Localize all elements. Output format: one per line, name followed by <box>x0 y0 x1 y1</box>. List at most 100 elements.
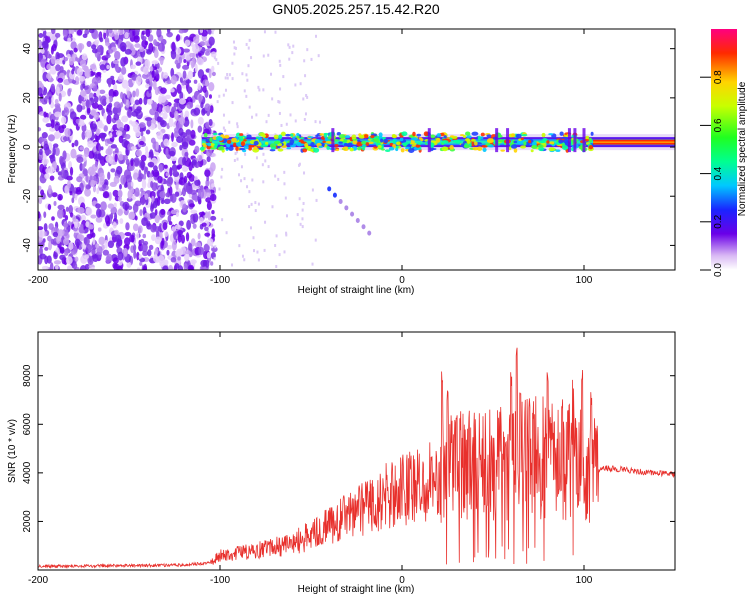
noise-blob <box>210 29 215 32</box>
noise-blob <box>169 167 173 177</box>
signal-blob <box>361 146 366 151</box>
noise-blob <box>149 66 154 72</box>
signal-blob <box>546 140 550 144</box>
noise-blob <box>69 191 73 196</box>
noise-blob <box>92 237 96 246</box>
noise-speck <box>211 245 214 249</box>
spectrogram-ytick-label: 20 <box>22 92 33 104</box>
noise-blob <box>170 209 177 215</box>
signal-blob <box>384 149 391 152</box>
noise-blob <box>38 185 42 191</box>
noise-blob <box>171 132 174 143</box>
noise-blob <box>45 32 53 37</box>
noise-speck <box>302 201 305 205</box>
noise-blob <box>206 238 214 247</box>
noise-blob <box>168 117 174 128</box>
noise-blob <box>209 105 214 114</box>
noise-blob <box>69 111 77 120</box>
noise-blob <box>202 85 207 93</box>
noise-blob <box>186 132 192 142</box>
noise-blob <box>141 217 148 226</box>
noise-blob <box>120 101 124 108</box>
noise-blob <box>125 158 130 166</box>
noise-blob <box>169 186 173 196</box>
noise-speck <box>253 249 256 253</box>
noise-blob <box>105 97 110 104</box>
noise-blob <box>117 258 123 266</box>
signal-blob <box>549 141 555 145</box>
noise-speck <box>224 76 227 80</box>
noise-blob <box>162 71 169 79</box>
signal-blob <box>497 134 503 138</box>
noise-blob <box>71 69 75 75</box>
noise-blob <box>138 97 143 105</box>
signal-blob <box>214 143 218 149</box>
noise-blob <box>123 208 129 216</box>
noise-blob <box>71 79 77 84</box>
noise-speck <box>274 174 277 178</box>
spectrogram-ytick-label: -20 <box>22 189 33 204</box>
signal-blob <box>278 134 283 140</box>
noise-blob <box>174 224 182 230</box>
signal-blob <box>274 141 281 144</box>
noise-speck <box>285 233 288 237</box>
noise-blob <box>113 202 117 209</box>
signal-blob <box>548 147 555 152</box>
signal-blob <box>480 136 484 140</box>
noise-blob <box>117 189 123 197</box>
signal-blob <box>203 132 208 138</box>
signal-blob <box>412 131 416 137</box>
noise-blob <box>127 111 132 118</box>
noise-blob <box>41 132 48 139</box>
signal-blob <box>377 144 382 149</box>
noise-blob <box>130 181 134 187</box>
signal-blob <box>295 135 300 139</box>
noise-blob <box>181 141 189 150</box>
noise-speck <box>301 208 304 212</box>
signal-blob <box>334 143 339 147</box>
noise-blob <box>93 85 98 92</box>
noise-blob <box>96 208 102 218</box>
signal-blob <box>531 144 538 150</box>
noise-blob <box>78 226 84 232</box>
noise-blob <box>87 166 95 176</box>
noise-blob <box>91 48 98 54</box>
signal-blob <box>423 131 429 137</box>
noise-blob <box>209 193 217 202</box>
noise-blob <box>114 153 118 163</box>
noise-speck <box>226 76 229 80</box>
signal-blob <box>373 138 380 143</box>
noise-speck <box>288 57 291 61</box>
noise-blob <box>77 233 83 241</box>
signal-blob <box>415 144 421 148</box>
signal-blob <box>520 145 527 149</box>
noise-blob <box>146 49 152 55</box>
noise-blob <box>191 61 195 69</box>
noise-blob <box>151 60 159 65</box>
noise-blob <box>84 188 91 197</box>
noise-blob <box>38 127 42 132</box>
noise-speck <box>220 175 223 179</box>
noise-blob <box>80 114 87 120</box>
noise-blob <box>198 211 206 216</box>
noise-blob <box>140 130 144 137</box>
noise-blob <box>183 58 187 64</box>
signal-blob <box>323 132 329 136</box>
noise-blob <box>91 44 97 50</box>
noise-speck <box>234 46 237 50</box>
noise-blob <box>98 236 106 246</box>
noise-blob <box>38 40 42 47</box>
noise-blob <box>151 70 155 78</box>
noise-blob <box>107 77 112 88</box>
noise-blob <box>48 134 55 142</box>
noise-blob <box>42 116 50 123</box>
noise-blob <box>132 203 139 213</box>
noise-blob <box>144 166 149 173</box>
noise-blob <box>66 180 71 189</box>
noise-blob <box>184 39 191 47</box>
noise-blob <box>168 221 173 226</box>
noise-blob <box>62 29 68 38</box>
noise-blob <box>49 65 57 75</box>
noise-blob <box>122 201 130 210</box>
noise-blob <box>205 179 210 187</box>
